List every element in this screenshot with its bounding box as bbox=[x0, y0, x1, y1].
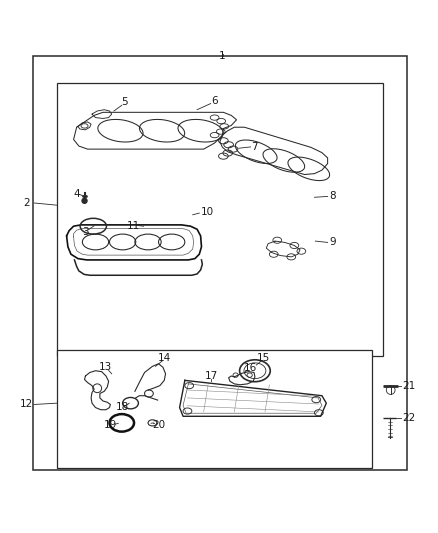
Text: 22: 22 bbox=[402, 413, 415, 423]
Text: 8: 8 bbox=[329, 191, 336, 201]
Text: 17: 17 bbox=[205, 371, 218, 381]
Bar bbox=[33, 56, 407, 470]
Text: 10: 10 bbox=[201, 207, 214, 217]
Bar bbox=[57, 83, 383, 356]
Text: 12: 12 bbox=[20, 399, 33, 409]
Text: 1: 1 bbox=[219, 51, 226, 61]
Text: 2: 2 bbox=[23, 198, 30, 208]
Text: 20: 20 bbox=[152, 420, 166, 430]
Ellipse shape bbox=[82, 198, 87, 204]
Text: 21: 21 bbox=[402, 381, 415, 391]
Text: 3: 3 bbox=[82, 228, 89, 237]
Text: 5: 5 bbox=[121, 97, 128, 107]
Text: 13: 13 bbox=[99, 362, 112, 372]
Text: 7: 7 bbox=[251, 142, 258, 152]
Text: 15: 15 bbox=[257, 353, 270, 364]
Text: 19: 19 bbox=[104, 420, 117, 430]
Text: 11: 11 bbox=[127, 221, 140, 231]
Bar bbox=[57, 350, 372, 468]
Text: 18: 18 bbox=[116, 402, 129, 411]
Text: 9: 9 bbox=[329, 237, 336, 247]
Text: 6: 6 bbox=[211, 96, 218, 106]
Text: 4: 4 bbox=[73, 189, 80, 199]
Text: 14: 14 bbox=[158, 353, 171, 364]
Text: 16: 16 bbox=[244, 363, 257, 373]
